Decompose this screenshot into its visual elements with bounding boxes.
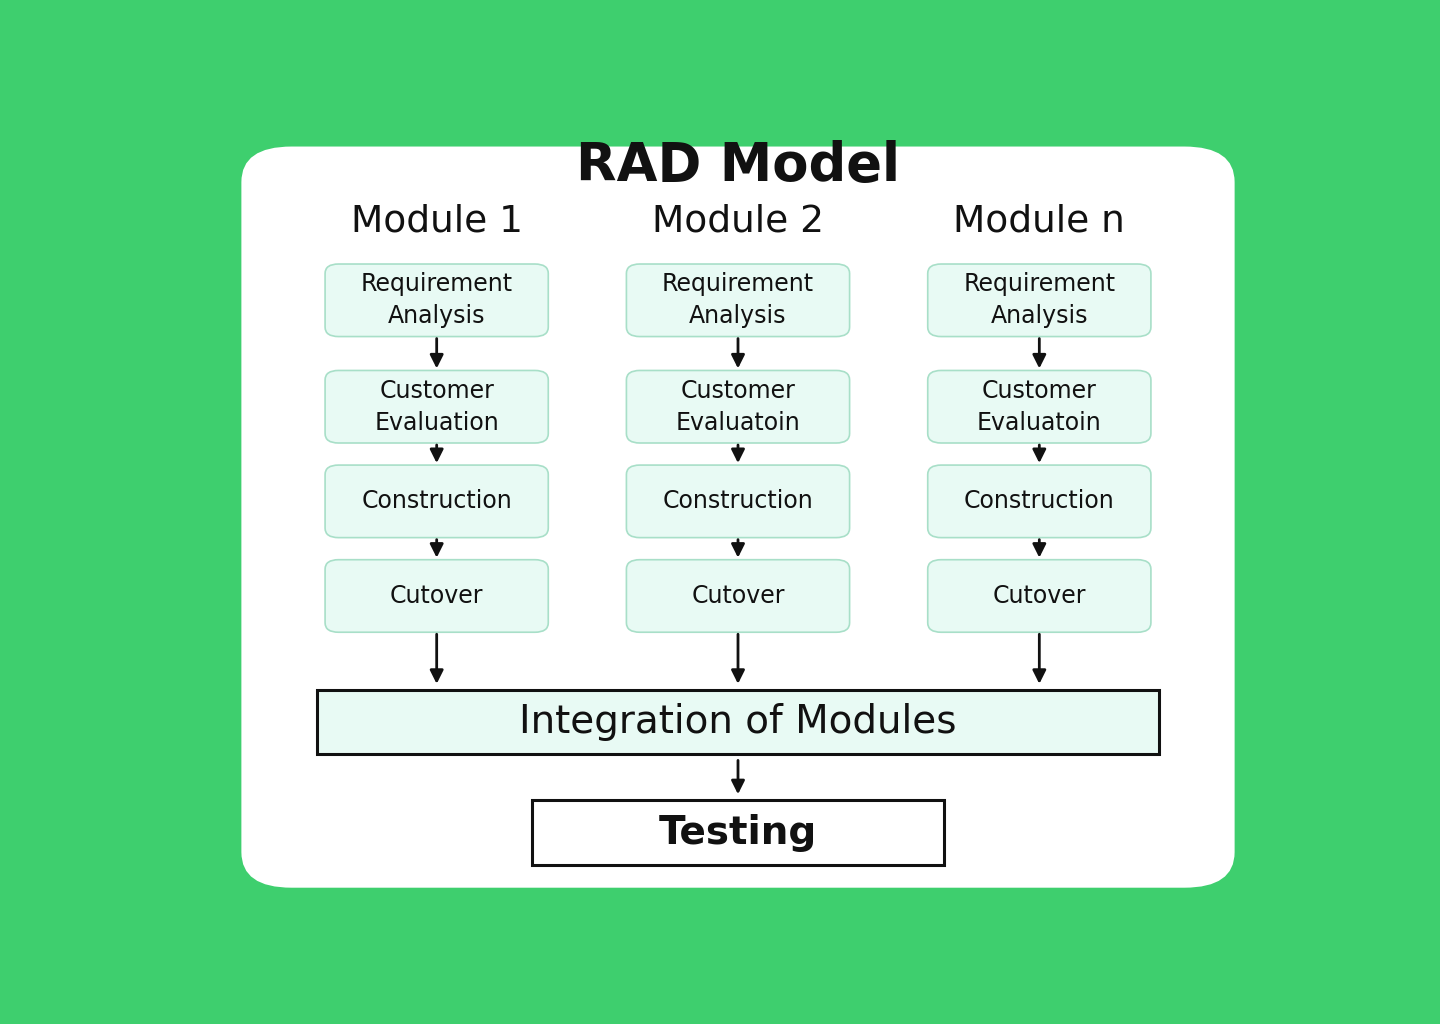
Text: Construction: Construction bbox=[662, 489, 814, 513]
FancyBboxPatch shape bbox=[927, 465, 1151, 538]
Text: RAD Model: RAD Model bbox=[576, 140, 900, 193]
Text: Requirement
Analysis: Requirement Analysis bbox=[662, 272, 814, 328]
Text: Customer
Evaluatoin: Customer Evaluatoin bbox=[675, 379, 801, 434]
Text: Cutover: Cutover bbox=[992, 584, 1086, 608]
Text: Module 2: Module 2 bbox=[652, 204, 824, 240]
Text: Customer
Evaluation: Customer Evaluation bbox=[374, 379, 500, 434]
Text: Module n: Module n bbox=[953, 204, 1125, 240]
Text: Construction: Construction bbox=[963, 489, 1115, 513]
Text: Construction: Construction bbox=[361, 489, 513, 513]
Text: Integration of Modules: Integration of Modules bbox=[520, 703, 956, 741]
FancyBboxPatch shape bbox=[927, 371, 1151, 443]
Text: Requirement
Analysis: Requirement Analysis bbox=[360, 272, 513, 328]
FancyBboxPatch shape bbox=[927, 560, 1151, 632]
FancyBboxPatch shape bbox=[626, 264, 850, 337]
FancyBboxPatch shape bbox=[242, 146, 1234, 888]
FancyBboxPatch shape bbox=[325, 371, 549, 443]
FancyBboxPatch shape bbox=[626, 465, 850, 538]
FancyBboxPatch shape bbox=[626, 371, 850, 443]
Text: Customer
Evaluatoin: Customer Evaluatoin bbox=[976, 379, 1102, 434]
FancyBboxPatch shape bbox=[626, 560, 850, 632]
Text: Cutover: Cutover bbox=[691, 584, 785, 608]
Text: Module 1: Module 1 bbox=[351, 204, 523, 240]
FancyBboxPatch shape bbox=[927, 264, 1151, 337]
Bar bbox=[531, 800, 945, 865]
Text: Cutover: Cutover bbox=[390, 584, 484, 608]
FancyBboxPatch shape bbox=[325, 560, 549, 632]
Text: Testing: Testing bbox=[660, 813, 816, 852]
Text: Requirement
Analysis: Requirement Analysis bbox=[963, 272, 1116, 328]
FancyBboxPatch shape bbox=[325, 264, 549, 337]
Bar bbox=[317, 690, 1159, 755]
FancyBboxPatch shape bbox=[325, 465, 549, 538]
